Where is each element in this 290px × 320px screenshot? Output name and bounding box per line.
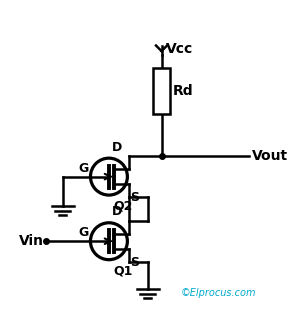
Text: S: S	[130, 191, 139, 204]
Text: G: G	[78, 226, 89, 239]
Text: D: D	[112, 205, 122, 218]
Text: Vcc: Vcc	[166, 42, 193, 56]
Text: S: S	[130, 256, 139, 269]
Text: Vout: Vout	[252, 149, 288, 163]
Text: Q1: Q1	[114, 264, 133, 277]
Text: Q2: Q2	[114, 200, 133, 213]
Text: Rd: Rd	[173, 84, 193, 98]
Text: ©Elprocus.com: ©Elprocus.com	[181, 288, 257, 299]
Text: G: G	[78, 162, 89, 175]
Text: Vin: Vin	[19, 234, 44, 248]
Text: D: D	[112, 140, 122, 154]
FancyBboxPatch shape	[153, 68, 170, 114]
